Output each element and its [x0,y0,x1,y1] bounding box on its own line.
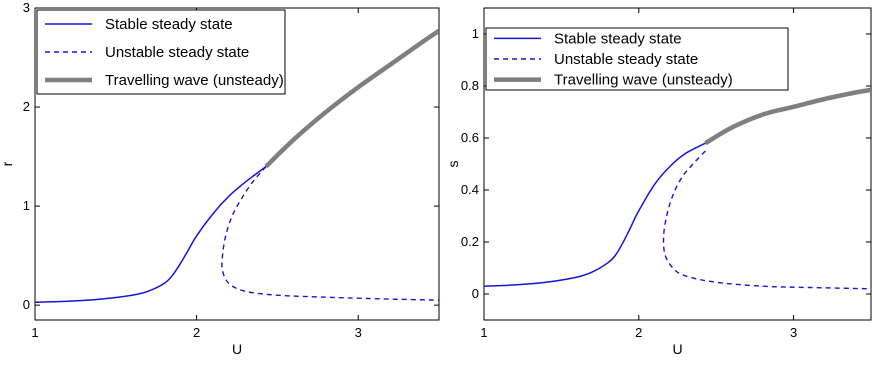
x-tick-label: 2 [193,325,200,340]
legend-entry: Travelling wave (unsteady) [105,72,284,89]
y-tick-label: 0.2 [461,234,479,249]
y-tick-label: 0.8 [461,78,479,93]
y-tick-label: 1 [472,26,479,41]
x-tick-label: 3 [355,325,362,340]
x-axis-label: U [232,341,242,357]
series-line-solid [484,142,706,287]
x-tick-label: 1 [31,325,38,340]
y-tick-label: 3 [23,0,30,15]
x-tick-label: 1 [480,325,487,340]
chart-panel-s: 1 2 3 0 0.2 0.4 0.6 0.8 1 Us Stable steady state Un… [445,7,872,357]
legend-entry: Travelling wave (unsteady) [554,72,733,89]
legend-entry: Stable steady state [554,30,682,47]
series-line-dashed [221,166,439,301]
legend-entry: Unstable steady state [554,51,698,68]
legend-entry: Stable steady state [105,16,233,33]
y-tick-label: 0 [23,297,30,312]
series-line-solid [35,165,267,303]
y-axis-label: s [445,161,461,168]
series-line-thick [264,28,439,169]
y-tick-label: 0.4 [461,182,479,197]
legend-entry: Unstable steady state [105,44,249,61]
series-line-thick [704,87,871,146]
y-tick-label: 1 [23,198,30,213]
y-tick-label: 2 [23,99,30,114]
y-tick-label: 0 [472,286,479,301]
y-axis-label: r [0,161,15,166]
x-tick-label: 2 [635,325,642,340]
x-tick-label: 3 [790,325,797,340]
x-axis-label: U [672,341,682,357]
y-tick-label: 0.6 [461,130,479,145]
